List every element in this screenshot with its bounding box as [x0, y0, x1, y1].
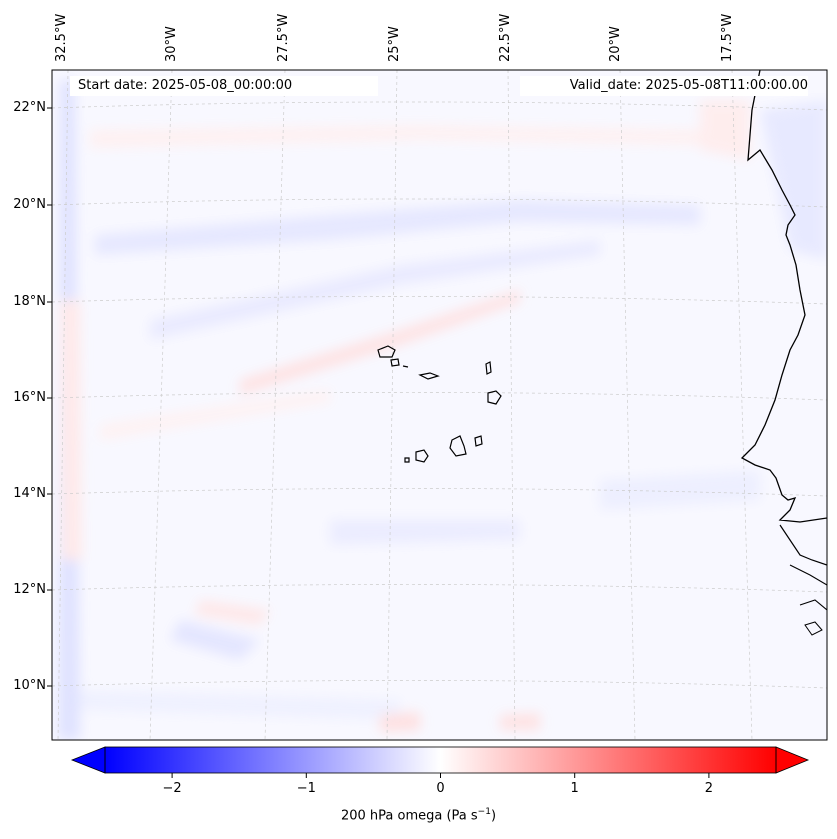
start-date-label: Start date: 2025-05-08_00:00:00	[70, 76, 378, 96]
latitude-label: 22°N	[13, 100, 46, 115]
colorbar-tick-label: 2	[704, 781, 714, 796]
coastline	[740, 70, 827, 523]
graticule	[52, 70, 827, 740]
colorbar-tick-label: −2	[162, 781, 182, 796]
latitude-label: 12°N	[13, 582, 46, 597]
longitude-label: 22.5°W	[498, 13, 513, 62]
latitude-label: 14°N	[13, 486, 46, 501]
colorbar	[70, 746, 810, 778]
longitude-label: 32.5°W	[54, 13, 69, 62]
colorbar-tick-label: 0	[436, 781, 445, 796]
colorbar-label-exponent: −1	[477, 807, 491, 817]
colorbar-tick-label: −1	[296, 781, 316, 796]
latitude-label: 18°N	[13, 294, 46, 309]
longitude-label: 30°W	[164, 26, 179, 62]
colorbar-label-text: 200 hPa omega (Pa s	[340, 808, 478, 824]
longitude-label: 20°W	[608, 26, 623, 62]
latitude-label: 16°N	[13, 390, 46, 405]
latitude-label: 10°N	[13, 678, 46, 693]
colorbar-label: 200 hPa omega (Pa s−1)	[0, 807, 837, 823]
colorbar-label-close: )	[490, 808, 497, 824]
longitude-label: 17.5°W	[720, 13, 735, 62]
colorbar-tick-label: 1	[570, 781, 579, 796]
longitude-label: 27.5°W	[276, 13, 291, 62]
cape-verde-islands	[377, 345, 502, 463]
longitude-label: 25°W	[387, 26, 402, 62]
omega-field	[52, 70, 827, 740]
map-frame	[51, 69, 828, 741]
latitude-label: 20°N	[13, 197, 46, 212]
valid-date-label: Valid_date: 2025-05-08T11:00:00.00	[520, 76, 808, 96]
